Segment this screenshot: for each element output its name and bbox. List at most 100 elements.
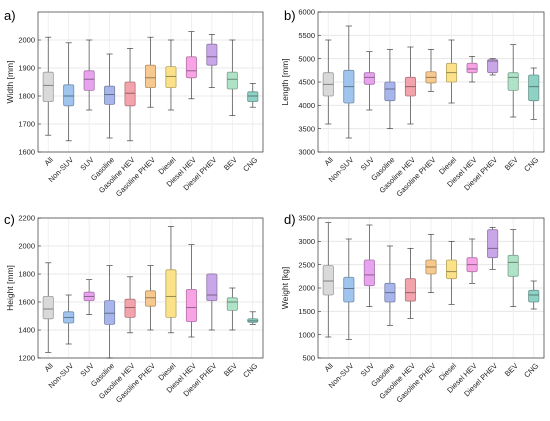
y-tick-label: 3000 bbox=[298, 237, 315, 246]
x-tick-label: SUV bbox=[78, 361, 95, 378]
y-tick-label: 5000 bbox=[298, 54, 315, 63]
box-diesel-hev bbox=[185, 244, 197, 338]
box-iqr bbox=[165, 66, 177, 88]
x-tick-label: BEV bbox=[503, 361, 520, 378]
y-tick-label: 1500 bbox=[298, 307, 315, 316]
y-tick-label: 1400 bbox=[18, 326, 35, 335]
y-tick-label: 4000 bbox=[298, 101, 315, 110]
box-iqr bbox=[487, 59, 499, 74]
panel-letter: d) bbox=[284, 212, 296, 227]
y-tick-label: 2000 bbox=[298, 284, 315, 293]
box-iqr bbox=[507, 254, 519, 277]
x-tick-label: SUV bbox=[359, 155, 376, 172]
box-bev bbox=[507, 44, 519, 118]
x-tick-label: CNG bbox=[241, 361, 259, 379]
y-tick-label: 1800 bbox=[18, 270, 35, 279]
box-bev bbox=[226, 287, 238, 331]
box-gasoline-hev bbox=[124, 48, 136, 142]
box-non-suv bbox=[63, 294, 75, 345]
y-tick-label: 2000 bbox=[18, 242, 35, 251]
axes-frame bbox=[37, 217, 264, 359]
box-iqr bbox=[144, 290, 157, 307]
box-non-suv bbox=[63, 42, 75, 142]
x-tick-label: SUV bbox=[359, 361, 376, 378]
box-cng bbox=[528, 67, 540, 120]
x-tick-label: BEV bbox=[222, 361, 239, 378]
box-gasoline bbox=[104, 53, 116, 139]
box-iqr bbox=[446, 259, 458, 280]
y-axis-label: Height [mm] bbox=[5, 265, 15, 311]
box-iqr bbox=[384, 81, 396, 102]
x-tick-label: BEV bbox=[222, 155, 239, 172]
y-tick-label: 4500 bbox=[298, 78, 315, 87]
x-tick-label: CNG bbox=[522, 155, 540, 173]
box-diesel-hev bbox=[466, 55, 478, 83]
box-iqr bbox=[185, 56, 197, 79]
y-tick-label: 1200 bbox=[18, 354, 35, 363]
box-iqr bbox=[185, 288, 197, 322]
box-suv bbox=[363, 51, 375, 111]
x-tick-label: CNG bbox=[522, 361, 540, 379]
box-iqr bbox=[322, 265, 334, 296]
box-iqr bbox=[42, 295, 54, 320]
box-diesel-phev bbox=[206, 273, 218, 331]
panel-letter: a) bbox=[4, 8, 16, 23]
panel-height: c) 1200 1400 1600 1800 2000 2200 Height [mm] All… bbox=[4, 212, 264, 404]
box-diesel-phev bbox=[487, 226, 499, 270]
box-gasoline-hev bbox=[404, 46, 416, 125]
panel-letter: b) bbox=[284, 8, 296, 23]
box-iqr bbox=[226, 71, 238, 90]
x-tick-label: All bbox=[43, 155, 55, 167]
box-diesel bbox=[165, 226, 177, 334]
box-iqr bbox=[206, 273, 218, 302]
box-gasoline bbox=[384, 245, 396, 326]
box-iqr bbox=[487, 229, 499, 259]
axes-frame bbox=[317, 11, 545, 153]
box-iqr bbox=[104, 85, 116, 105]
box-iqr bbox=[226, 297, 238, 311]
box-gasoline bbox=[104, 265, 116, 359]
box-iqr bbox=[507, 72, 519, 91]
y-tick-label: 3500 bbox=[298, 124, 315, 133]
box-all bbox=[322, 39, 334, 125]
x-tick-label: All bbox=[43, 361, 55, 373]
box-all bbox=[322, 222, 334, 338]
box-iqr bbox=[363, 259, 375, 287]
y-tick-label: 1700 bbox=[18, 120, 35, 129]
box-bev bbox=[226, 39, 238, 116]
y-tick-label: 6000 bbox=[298, 8, 315, 17]
x-tick-label: CNG bbox=[241, 155, 259, 173]
box-iqr bbox=[528, 74, 540, 102]
box-iqr bbox=[165, 269, 177, 318]
y-tick-label: 2200 bbox=[18, 214, 35, 223]
box-iqr bbox=[466, 62, 478, 74]
y-tick-label: 2000 bbox=[18, 36, 35, 45]
x-tick-label: BEV bbox=[503, 155, 520, 172]
box-iqr bbox=[363, 72, 375, 85]
box-gasoline-phev bbox=[144, 36, 157, 108]
panel-letter: c) bbox=[4, 212, 15, 227]
x-tick-label: All bbox=[323, 361, 335, 373]
box-iqr bbox=[528, 289, 540, 303]
y-tick-label: 1600 bbox=[18, 298, 35, 307]
box-non-suv bbox=[343, 238, 355, 340]
panel-length: b) 3000 3500 4000 4500 5000 5500 6000 Length [mm… bbox=[280, 8, 545, 198]
box-gasoline-phev bbox=[425, 48, 437, 92]
y-axis-label: Weight [kg] bbox=[280, 267, 290, 309]
box-diesel bbox=[165, 39, 177, 111]
box-iqr bbox=[206, 43, 218, 66]
box-suv bbox=[363, 224, 375, 308]
y-tick-label: 1600 bbox=[18, 148, 35, 157]
y-tick-label: 500 bbox=[302, 354, 315, 363]
y-tick-label: 1900 bbox=[18, 64, 35, 73]
y-tick-label: 5500 bbox=[298, 31, 315, 40]
box-diesel-phev bbox=[487, 58, 499, 76]
box-iqr bbox=[404, 278, 416, 302]
box-cng bbox=[247, 311, 259, 325]
box-suv bbox=[83, 39, 95, 111]
box-iqr bbox=[144, 64, 157, 88]
box-gasoline-phev bbox=[144, 265, 157, 331]
box-iqr bbox=[104, 300, 116, 325]
